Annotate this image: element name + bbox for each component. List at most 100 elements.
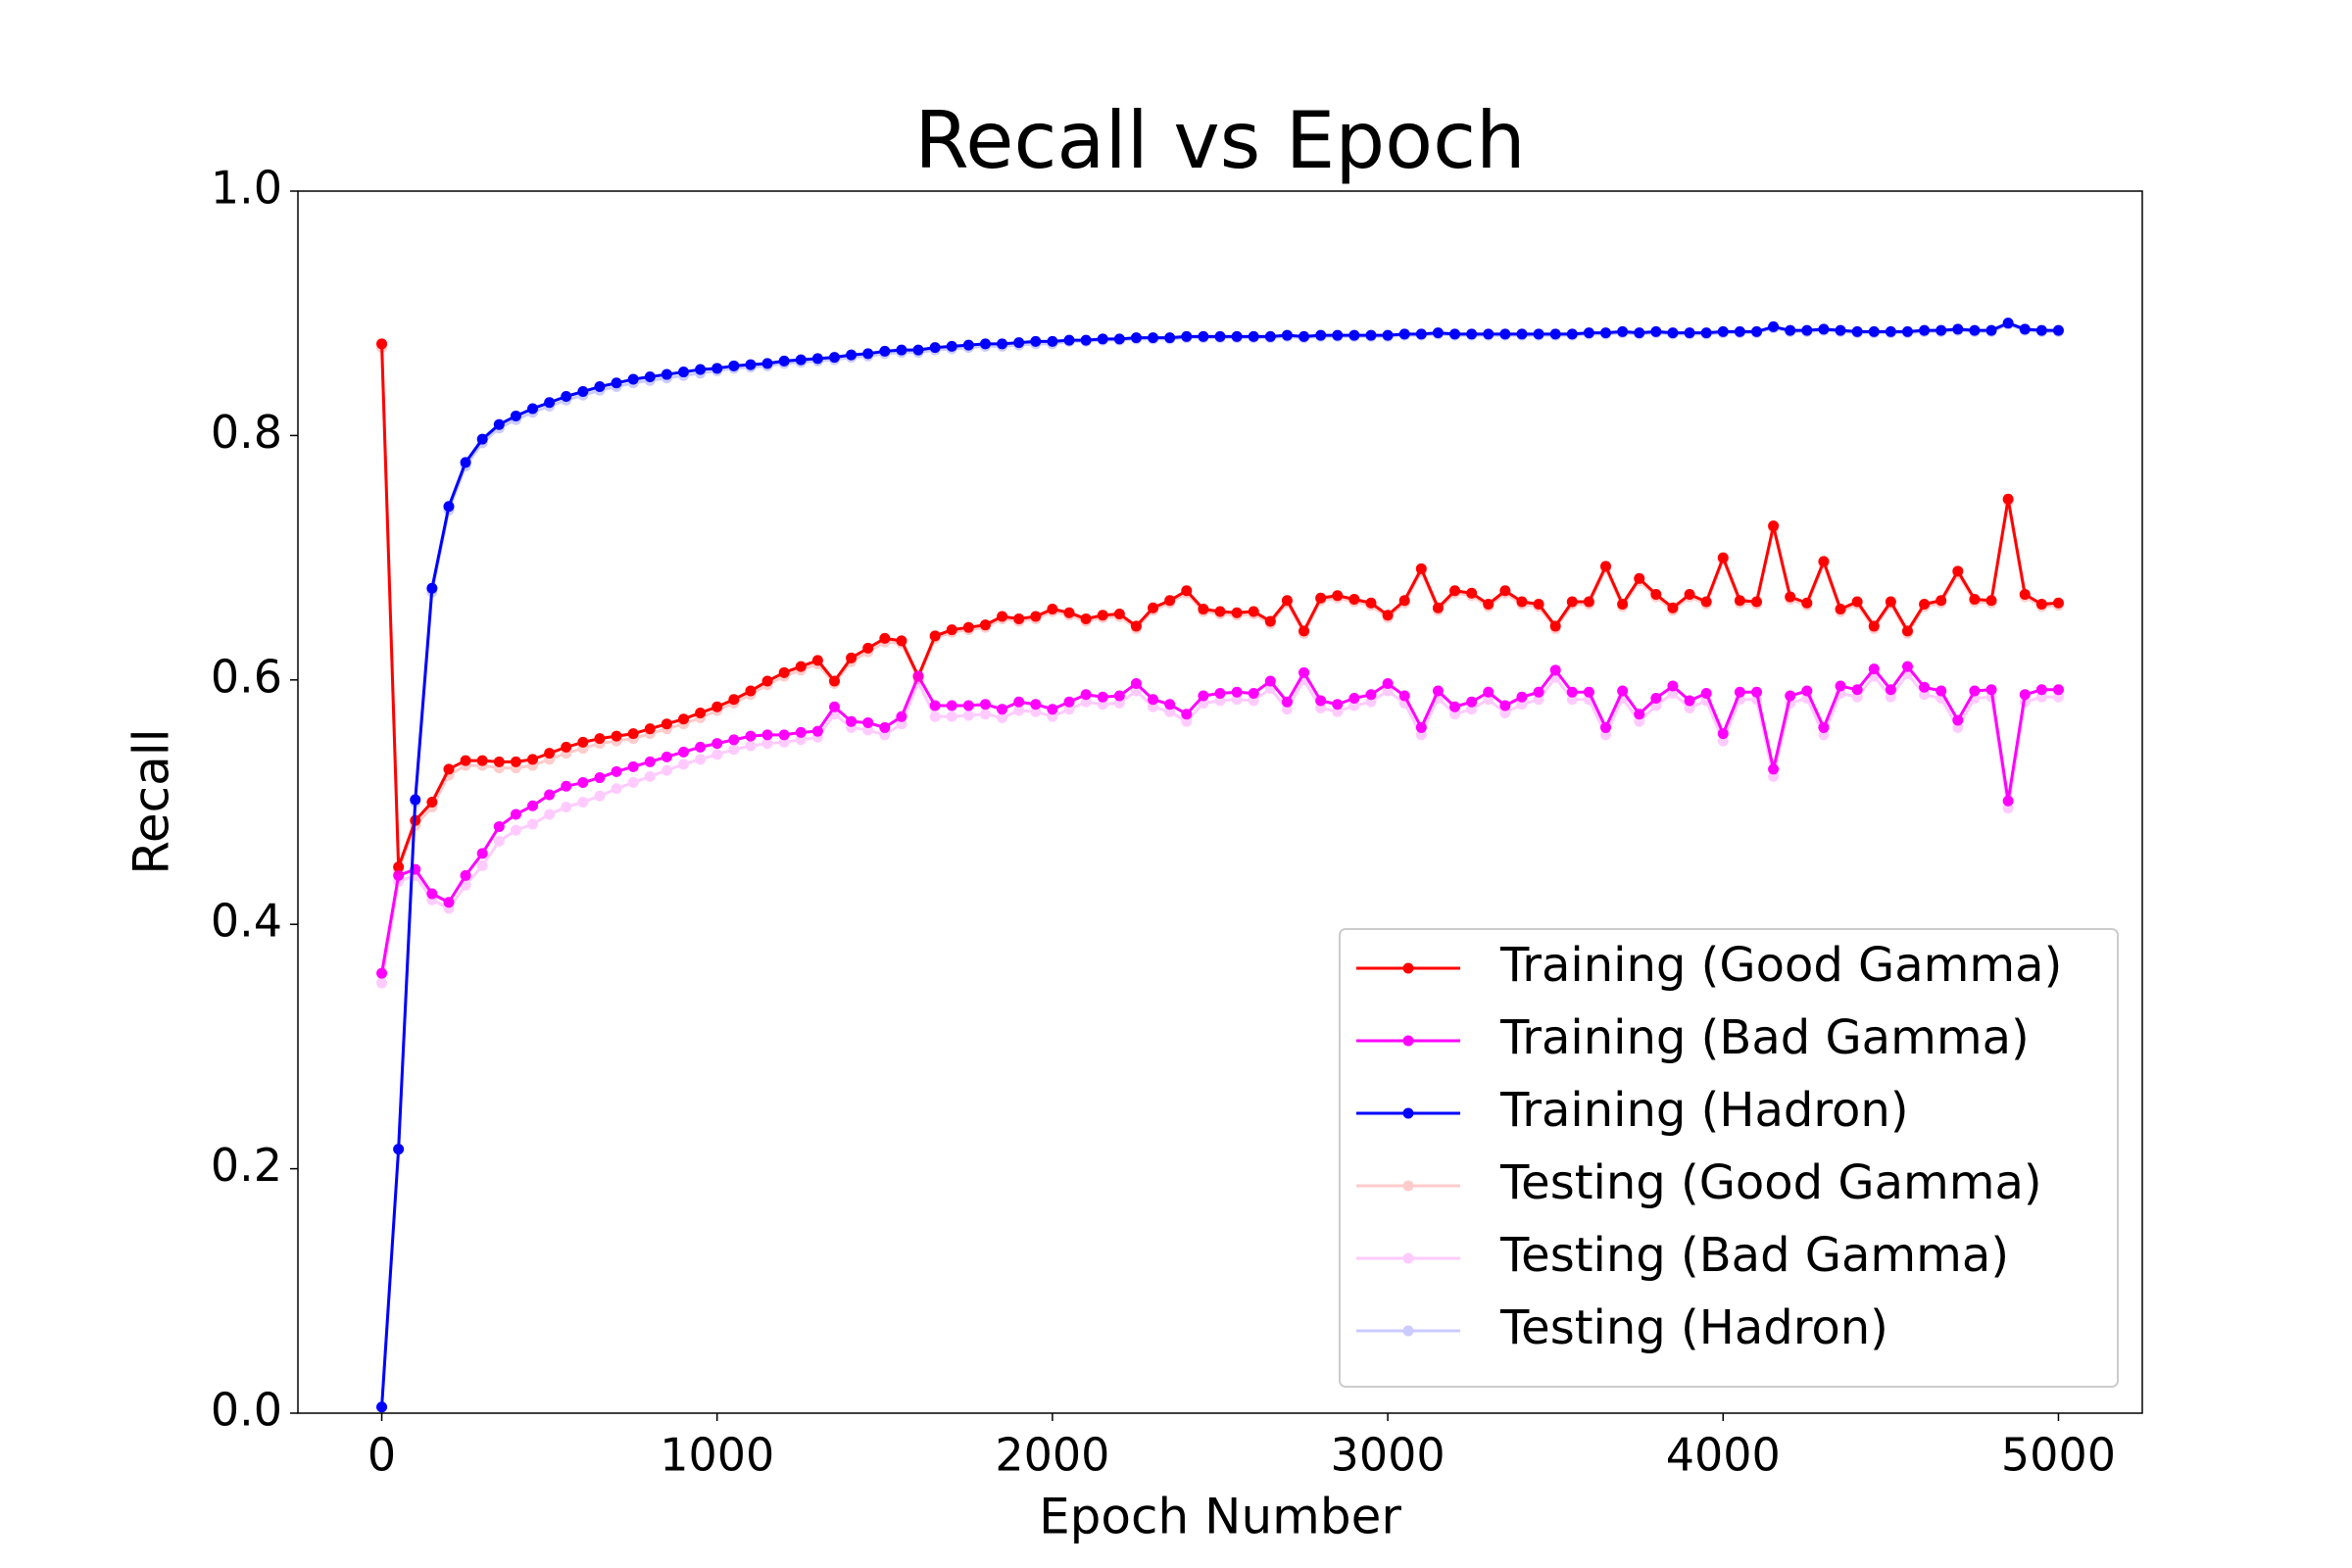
data-point bbox=[1432, 605, 1444, 616]
y-tick-label: 0.4 bbox=[211, 895, 282, 948]
data-point bbox=[2002, 803, 2014, 814]
data-point bbox=[1348, 593, 1360, 605]
data-point bbox=[611, 783, 622, 795]
legend-marker bbox=[1402, 1180, 1414, 1192]
data-point bbox=[728, 360, 740, 371]
data-point bbox=[929, 632, 941, 644]
data-point bbox=[1248, 608, 1259, 619]
data-point bbox=[1617, 327, 1629, 339]
data-point bbox=[795, 357, 807, 368]
data-point bbox=[1634, 572, 1645, 584]
data-point bbox=[1432, 693, 1444, 705]
data-point bbox=[1516, 328, 1528, 340]
data-point bbox=[1315, 592, 1327, 604]
data-point bbox=[1634, 327, 1645, 339]
data-point bbox=[1667, 327, 1679, 339]
data-point bbox=[862, 348, 874, 360]
data-point bbox=[1936, 685, 1947, 697]
data-point bbox=[1566, 598, 1578, 610]
data-point bbox=[1198, 603, 1209, 614]
data-point bbox=[376, 967, 388, 979]
data-point bbox=[594, 381, 606, 393]
data-point bbox=[1348, 693, 1360, 705]
data-point bbox=[1985, 691, 1997, 703]
data-point bbox=[1818, 323, 1830, 335]
data-point bbox=[795, 661, 807, 672]
data-point bbox=[1650, 591, 1662, 603]
data-point bbox=[1818, 729, 1830, 741]
data-point bbox=[1030, 335, 1042, 347]
data-point bbox=[2019, 324, 2031, 336]
data-point bbox=[476, 755, 488, 766]
data-point bbox=[946, 343, 957, 355]
data-point bbox=[1449, 328, 1461, 340]
data-point bbox=[544, 397, 556, 409]
data-point bbox=[1164, 333, 1176, 345]
data-point bbox=[1499, 328, 1511, 340]
data-point bbox=[1365, 597, 1377, 609]
data-point bbox=[2052, 684, 2064, 696]
data-point bbox=[1801, 325, 1813, 337]
data-point bbox=[795, 734, 807, 746]
data-point bbox=[711, 363, 723, 374]
data-point bbox=[1952, 714, 1964, 726]
x-axis-label: Epoch Number bbox=[1039, 1489, 1401, 1545]
data-point bbox=[1432, 328, 1444, 340]
data-point bbox=[879, 729, 891, 741]
data-point bbox=[627, 728, 639, 740]
data-point bbox=[1969, 596, 1981, 608]
data-point bbox=[426, 888, 438, 900]
data-point bbox=[678, 746, 690, 758]
data-point bbox=[1650, 327, 1662, 339]
data-point bbox=[1868, 670, 1880, 682]
data-point bbox=[997, 711, 1008, 723]
data-point bbox=[1013, 612, 1025, 624]
x-tick-label: 3000 bbox=[1331, 1429, 1446, 1482]
data-point bbox=[778, 666, 790, 678]
data-point bbox=[611, 735, 622, 747]
data-point bbox=[1785, 324, 1796, 336]
data-point bbox=[493, 422, 505, 434]
data-point bbox=[1080, 689, 1092, 701]
data-point bbox=[879, 721, 891, 733]
data-point bbox=[460, 760, 471, 771]
data-point bbox=[476, 433, 488, 445]
data-point bbox=[644, 371, 656, 383]
data-point bbox=[695, 754, 707, 765]
data-point bbox=[795, 726, 807, 738]
data-point bbox=[1868, 620, 1880, 632]
legend-label: Training (Hadron) bbox=[1499, 1083, 1909, 1138]
data-point bbox=[544, 400, 556, 412]
data-point bbox=[1047, 335, 1058, 347]
data-point bbox=[627, 373, 639, 385]
data-point bbox=[1264, 332, 1276, 344]
data-point bbox=[1365, 330, 1377, 342]
data-point bbox=[695, 368, 707, 379]
data-point bbox=[376, 1401, 388, 1413]
data-point bbox=[1415, 565, 1427, 577]
data-point bbox=[846, 349, 858, 361]
data-point bbox=[1785, 593, 1796, 605]
data-point bbox=[1148, 332, 1159, 344]
data-point bbox=[1868, 622, 1880, 634]
data-point bbox=[1214, 695, 1226, 707]
data-point bbox=[1483, 686, 1494, 698]
data-point bbox=[1113, 333, 1125, 345]
data-point bbox=[962, 700, 974, 711]
data-point bbox=[979, 338, 991, 350]
data-point bbox=[1667, 688, 1679, 700]
data-point bbox=[1617, 325, 1629, 337]
data-point bbox=[1818, 721, 1830, 733]
data-point bbox=[1516, 699, 1528, 710]
data-point bbox=[1415, 729, 1427, 741]
data-point bbox=[561, 748, 572, 760]
data-point bbox=[1717, 327, 1729, 339]
data-point bbox=[1549, 671, 1561, 683]
data-point bbox=[879, 345, 891, 357]
data-point bbox=[761, 675, 773, 687]
data-point bbox=[1097, 334, 1108, 346]
data-point bbox=[2002, 318, 2014, 330]
data-point bbox=[1013, 615, 1025, 627]
data-point bbox=[1315, 702, 1327, 713]
